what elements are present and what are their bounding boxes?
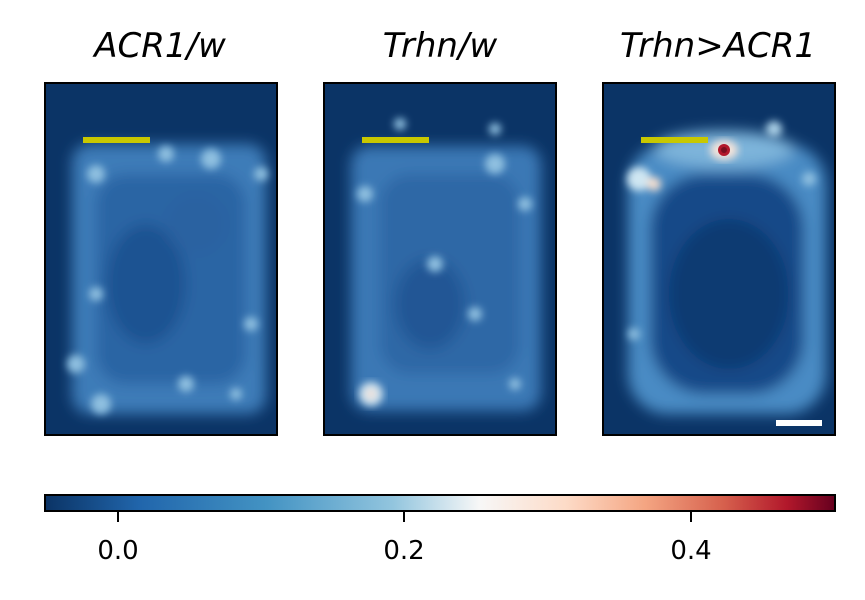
heatmap-panel-acr1-w [44, 82, 278, 436]
marker-bar [83, 137, 150, 143]
panel-title-trhn-acr1: Trhn>ACR1 [620, 26, 816, 66]
heatmap-panel-trhn-acr1 [602, 82, 836, 436]
colorbar-tick-label-1: 0.2 [383, 536, 425, 566]
scale-bar [776, 420, 822, 426]
colorbar-tick-2 [690, 512, 692, 522]
colorbar-tick-0 [117, 512, 119, 522]
colorbar [44, 494, 836, 512]
colorbar-tick-1 [403, 512, 405, 522]
colorbar-tick-label-0: 0.0 [97, 536, 139, 566]
marker-bar [641, 137, 708, 143]
heatmap-acr1-w [46, 84, 276, 434]
heatmap-trhn-acr1 [604, 84, 834, 434]
marker-bar [362, 137, 429, 143]
panel-title-trhn-w: Trhn/w [382, 26, 498, 66]
heatmap-panel-trhn-w [323, 82, 557, 436]
panel-title-acr1-w: ACR1/w [94, 26, 226, 66]
colorbar-tick-label-2: 0.4 [670, 536, 712, 566]
heatmap-trhn-w [325, 84, 555, 434]
